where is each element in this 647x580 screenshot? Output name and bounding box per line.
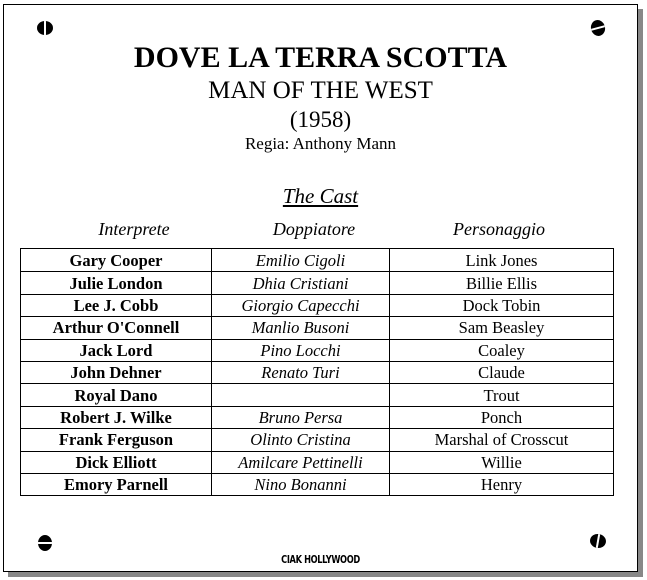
dubber-cell: Amilcare Pettinelli [212,451,390,473]
character-name: Coaley [478,340,525,360]
screw-icon [588,532,608,550]
dubber-cell: Nino Bonanni [212,473,390,496]
dubber-name: Olinto Cristina [250,430,351,450]
character-cell: Dock Tobin [390,295,613,316]
dubber-name: Pino Locchi [260,340,341,360]
character-cell: Link Jones [390,249,613,271]
table-row: Emory Parnell Nino Bonanni Henry [21,472,613,496]
character-name: Marshal of Crosscut [434,430,569,450]
character-cell: Henry [390,474,613,495]
actor-name: Royal Dano [74,385,158,405]
actor-cell: Robert J. Wilke [21,406,212,429]
actor-cell: Arthur O'Connell [21,317,212,339]
dubber-name: Nino Bonanni [254,475,347,495]
table-row: Jack Lord Pino Locchi Coaley [21,338,613,361]
table-row: John Dehner Renato Turi Claude [21,360,613,384]
character-cell: Coaley [390,340,613,361]
table-row: Lee J. Cobb Giorgio Capecchi Dock Tobin [21,293,613,317]
dubber-cell: Olinto Cristina [212,429,390,451]
actor-cell: John Dehner [21,361,212,384]
screw-icon [589,18,607,38]
dubber-cell: Pino Locchi [212,339,390,361]
character-name: Trout [483,385,520,405]
character-name: Ponch [480,407,523,427]
actor-cell: Julie London [21,272,212,294]
actor-name: John Dehner [70,363,162,383]
year: (1958) [289,107,352,132]
table-row: Dick Elliott Amilcare Pettinelli Willie [21,450,613,473]
actor-cell: Jack Lord [21,339,212,361]
character-cell: Willie [390,452,613,473]
actor-name: Julie London [69,273,163,293]
actor-cell: Dick Elliott [21,451,212,473]
dubber-cell: Bruno Persa [212,406,390,429]
director: Regia: Anthony Mann [244,134,397,153]
cast-table: Gary Cooper Emilio Cigoli Link Jones Julie … [20,248,614,497]
cast-plate: DOVE LA TERRA SCOTTA MAN OF THE WEST (19… [3,4,638,572]
actor-name: Robert J. Wilke [60,407,172,427]
character-name: Henry [480,475,523,495]
character-cell: Claude [390,362,613,383]
column-header-doppiatore: Doppiatore [272,219,356,239]
actor-name: Dick Elliott [75,452,157,472]
character-cell: Trout [390,384,613,405]
character-name: Sam Beasley [458,318,545,338]
character-name: Willie [481,452,522,472]
character-cell: Marshal of Crosscut [390,429,613,450]
character-name: Dock Tobin [462,295,541,315]
actor-name: Arthur O'Connell [52,318,180,338]
title: DOVE LA TERRA SCOTTA [133,41,508,74]
dubber-name: Renato Turi [261,363,340,383]
original-title: MAN OF THE WEST [208,77,433,104]
character-name: Billie Ellis [465,273,538,293]
actor-cell: Gary Cooper [21,249,212,272]
character-name: Link Jones [465,250,538,270]
table-row: Robert J. Wilke Bruno Persa Ponch [21,405,613,429]
column-header-interprete: Interprete [98,219,170,239]
actor-name: Lee J. Cobb [73,295,159,315]
dubber-name: Amilcare Pettinelli [238,452,363,472]
dubber-cell: Manlio Busoni [212,317,390,339]
screw-icon [38,535,52,551]
actor-name: Gary Cooper [69,250,163,270]
character-cell: Sam Beasley [390,317,613,338]
table-row: Julie London Dhia Cristiani Billie Ellis [21,271,613,294]
table-row: Frank Ferguson Olinto Cristina Marshal of … [21,428,613,451]
character-name: Claude [478,363,525,383]
dubber-name: Bruno Persa [258,407,343,427]
actor-name: Frank Ferguson [58,430,174,450]
actor-name: Emory Parnell [63,475,169,495]
actor-name: Jack Lord [79,340,153,360]
screw-icon [37,21,53,35]
dubber-name: Emilio Cigoli [255,250,346,270]
dubber-cell: Dhia Cristiani [212,272,390,294]
actor-cell: Lee J. Cobb [21,294,212,317]
dubber-name: Manlio Busoni [251,318,350,338]
cast-heading: The Cast [282,184,359,208]
dubber-cell: Renato Turi [212,361,390,384]
actor-cell: Frank Ferguson [21,429,212,451]
table-row: Gary Cooper Emilio Cigoli Link Jones [21,249,613,272]
ciak-hollywood-logo: CIAK HOLLYWOOD [281,553,360,566]
table-row: Arthur O'Connell Manlio Busoni Sam Beasley [21,316,613,339]
dubber-cell: Emilio Cigoli [212,249,390,272]
actor-cell: Emory Parnell [21,473,212,496]
table-row: Royal Dano Trout [21,383,613,406]
column-header-personaggio: Personaggio [453,219,545,239]
dubber-name: Dhia Cristiani [252,273,349,293]
character-cell: Ponch [390,407,613,428]
character-cell: Billie Ellis [390,272,613,293]
actor-cell: Royal Dano [21,384,212,406]
dubber-cell [212,384,390,406]
dubber-name: Giorgio Capecchi [241,295,360,315]
dubber-cell: Giorgio Capecchi [212,294,390,317]
